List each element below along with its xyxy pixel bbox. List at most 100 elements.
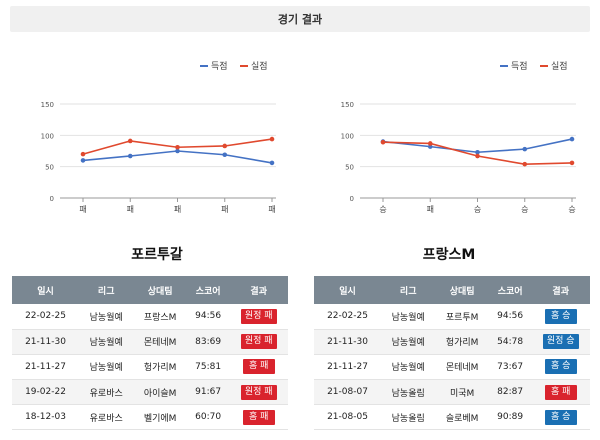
data-point[interactable]: [127, 153, 133, 159]
table-row: 21-08-05 남농올림 슬로베M 90:89 홈 승: [314, 404, 590, 431]
data-point[interactable]: [127, 138, 133, 144]
cell-result: 홈 승: [531, 354, 590, 381]
table-row: 19-02-22 유로바스 아이슬M 91:67 원정 패: [12, 379, 288, 406]
cell-opponent: 헝가리M: [133, 354, 187, 381]
cell-result: 홈 승: [531, 404, 590, 431]
cell-date: 21-08-05: [314, 404, 382, 431]
portugal-chart: 득점 실점 0 50 100 150 패 패 패 패 패: [0, 52, 290, 220]
y-tick-label: 100: [341, 132, 354, 140]
col-opponent: 상대팀: [133, 276, 187, 304]
win-badge: 홈 승: [544, 409, 577, 425]
table-row: 22-02-25 남농월예 프랑스M 94:56 원정 패: [12, 304, 288, 330]
loss-badge: 홈 패: [544, 384, 577, 400]
data-point[interactable]: [522, 146, 528, 152]
cell-league: 남농월예: [79, 304, 134, 330]
x-tick-label: 패: [127, 204, 134, 214]
cell-opponent: 몬테네M: [133, 329, 187, 355]
data-point[interactable]: [569, 136, 575, 142]
x-tick-label: 패: [79, 204, 86, 214]
data-point[interactable]: [80, 151, 86, 157]
cell-date: 21-08-07: [314, 379, 382, 406]
x-tick-label: 승: [521, 205, 528, 214]
data-point[interactable]: [427, 141, 433, 146]
cell-date: 22-02-25: [314, 304, 382, 330]
x-tick-label: 패: [268, 204, 275, 214]
win-badge: 홈 승: [544, 359, 577, 375]
cell-league: 남농월예: [381, 354, 436, 381]
cell-result: 홈 승: [531, 304, 590, 330]
cell-league: 유로바스: [79, 379, 134, 406]
cell-league: 남농월예: [381, 329, 436, 355]
table-row: 21-08-07 남농올림 미국M 82:87 홈 패: [314, 379, 590, 406]
cell-league: 남농월예: [381, 304, 436, 330]
cell-opponent: 아이슬M: [133, 379, 187, 406]
data-point[interactable]: [569, 160, 575, 166]
cell-date: 21-11-30: [314, 329, 382, 355]
data-point[interactable]: [475, 149, 480, 155]
loss-badge: 홈 패: [242, 359, 275, 375]
cell-score: 83:69: [186, 329, 230, 355]
cell-result: 원정 패: [229, 329, 288, 355]
loss-badge: 원정 패: [240, 384, 277, 400]
cell-score: 60:70: [186, 404, 230, 431]
y-tick-label: 100: [41, 132, 54, 140]
data-point[interactable]: [175, 144, 180, 150]
loss-badge: 홈 패: [242, 409, 275, 425]
cell-score: 82:87: [488, 379, 532, 406]
y-tick-label: 0: [50, 195, 54, 203]
x-tick-label: 승: [568, 205, 575, 214]
table-row: 18-12-03 유로바스 벨기에M 60:70 홈 패: [12, 404, 288, 431]
win-badge: 홈 승: [544, 308, 577, 324]
loss-badge: 원정 패: [240, 334, 277, 350]
data-point[interactable]: [269, 160, 275, 166]
y-tick-label: 50: [345, 164, 354, 172]
data-point[interactable]: [522, 161, 528, 167]
data-point[interactable]: [475, 153, 480, 159]
x-tick-label: 패: [174, 204, 181, 214]
cell-score: 73:67: [488, 354, 532, 381]
y-tick-label: 150: [41, 101, 54, 109]
x-tick-label: 패: [427, 204, 434, 214]
data-point[interactable]: [222, 143, 228, 149]
cell-league: 남농월예: [79, 354, 134, 381]
france-line-chart: 득점 실점 0 50 100 150 승 패 승 승 승: [341, 60, 576, 214]
cell-date: 21-11-27: [314, 354, 382, 381]
table-row: 21-11-30 남농월예 몬테네M 83:69 원정 패: [12, 329, 288, 355]
x-tick-label: 승: [379, 205, 386, 214]
data-point[interactable]: [222, 152, 228, 158]
data-point[interactable]: [80, 158, 86, 163]
cell-score: 90:89: [488, 404, 532, 431]
y-tick-label: 150: [341, 101, 354, 109]
cell-date: 21-11-27: [12, 354, 80, 381]
cell-score: 94:56: [186, 304, 230, 330]
portugal-results-table: 일시 리그 상대팀 스코어 결과 22-02-25 남농월예 프랑스M 94:56 원정…: [12, 276, 288, 431]
col-score: 스코어: [186, 276, 230, 304]
cell-opponent: 헝가리M: [435, 329, 489, 355]
data-point[interactable]: [380, 139, 386, 145]
cell-result: 홈 패: [229, 404, 288, 431]
legend-label: 실점: [551, 60, 568, 72]
col-result: 결과: [229, 276, 288, 304]
col-score: 스코어: [488, 276, 532, 304]
legend-label: 득점: [511, 60, 528, 72]
cell-score: 75:81: [186, 354, 230, 381]
data-point[interactable]: [269, 136, 275, 142]
col-date: 일시: [12, 276, 80, 304]
cell-date: 22-02-25: [12, 304, 80, 330]
table-header-row: 일시 리그 상대팀 스코어 결과: [314, 276, 590, 304]
cell-league: 남농월예: [79, 329, 134, 355]
data-point[interactable]: [175, 148, 180, 154]
cell-date: 18-12-03: [12, 404, 80, 431]
france-results-table: 일시 리그 상대팀 스코어 결과 22-02-25 남농월예 포르투M 94:56 홈 …: [314, 276, 590, 431]
cell-opponent: 포르투M: [435, 304, 489, 330]
cell-league: 남농올림: [381, 404, 436, 431]
cell-date: 21-11-30: [12, 329, 80, 355]
cell-opponent: 프랑스M: [133, 304, 187, 330]
cell-league: 남농올림: [381, 379, 436, 406]
cell-result: 원정 승: [531, 329, 590, 355]
cell-opponent: 몬테네M: [435, 354, 489, 381]
x-tick-label: 승: [474, 205, 481, 214]
france-chart: 득점 실점 0 50 100 150 승 패 승 승 승: [300, 52, 590, 220]
cell-date: 19-02-22: [12, 379, 80, 406]
results-title: 경기 결과: [277, 13, 323, 26]
